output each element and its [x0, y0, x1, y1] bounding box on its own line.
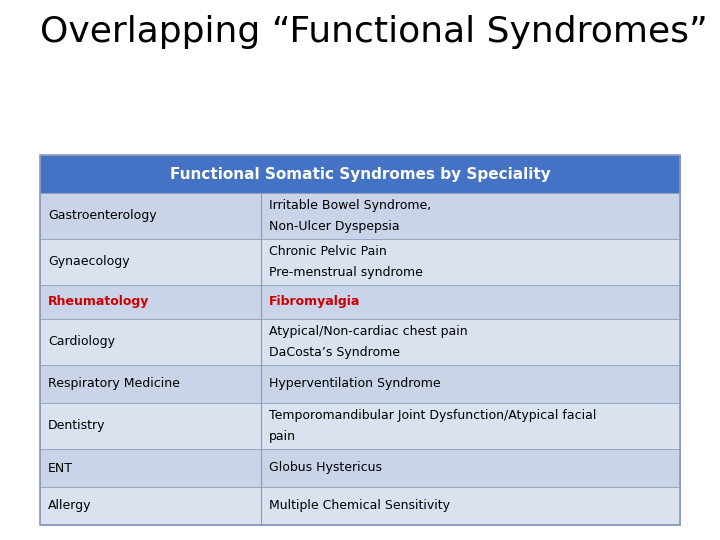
Text: Functional Somatic Syndromes by Speciality: Functional Somatic Syndromes by Speciali… — [170, 166, 550, 181]
Text: Non-Ulcer Dyspepsia: Non-Ulcer Dyspepsia — [269, 220, 400, 233]
Text: Gastroenterology: Gastroenterology — [48, 210, 157, 222]
Text: Hyperventilation Syndrome: Hyperventilation Syndrome — [269, 377, 441, 390]
Text: Gynaecology: Gynaecology — [48, 255, 130, 268]
Bar — [40, 155, 680, 193]
Text: Overlapping “Functional Syndromes”: Overlapping “Functional Syndromes” — [40, 15, 708, 49]
Bar — [40, 239, 680, 285]
Text: Allergy: Allergy — [48, 500, 91, 512]
Text: ENT: ENT — [48, 462, 73, 475]
Bar — [40, 285, 680, 319]
Bar — [40, 449, 680, 487]
Bar — [40, 487, 680, 525]
Text: Multiple Chemical Sensitivity: Multiple Chemical Sensitivity — [269, 500, 450, 512]
Text: pain: pain — [269, 430, 296, 443]
Text: Fibromyalgia: Fibromyalgia — [269, 295, 360, 308]
Text: Globus Hystericus: Globus Hystericus — [269, 462, 382, 475]
Text: DaCosta’s Syndrome: DaCosta’s Syndrome — [269, 346, 400, 359]
Text: Atypical/Non-cardiac chest pain: Atypical/Non-cardiac chest pain — [269, 326, 467, 339]
Bar — [40, 403, 680, 449]
Text: Cardiology: Cardiology — [48, 335, 115, 348]
Text: Temporomandibular Joint Dysfunction/Atypical facial: Temporomandibular Joint Dysfunction/Atyp… — [269, 409, 596, 422]
Bar — [40, 365, 680, 403]
Text: Irritable Bowel Syndrome,: Irritable Bowel Syndrome, — [269, 199, 431, 212]
Text: Rheumatology: Rheumatology — [48, 295, 149, 308]
Text: Dentistry: Dentistry — [48, 420, 106, 433]
Text: Respiratory Medicine: Respiratory Medicine — [48, 377, 180, 390]
Bar — [40, 155, 680, 525]
Bar — [40, 319, 680, 365]
Text: Pre-menstrual syndrome: Pre-menstrual syndrome — [269, 266, 423, 279]
Text: Chronic Pelvic Pain: Chronic Pelvic Pain — [269, 245, 387, 258]
Bar — [40, 193, 680, 239]
